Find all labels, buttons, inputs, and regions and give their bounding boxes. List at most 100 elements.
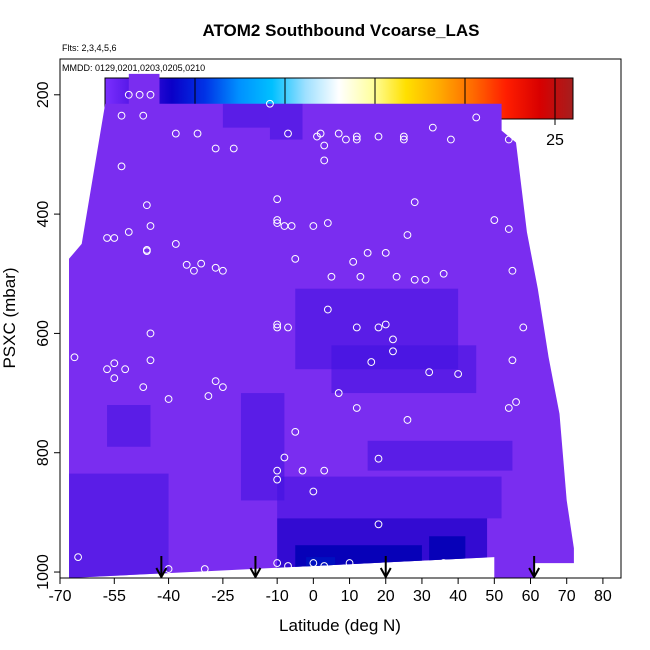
- data-point: [349, 257, 358, 266]
- data-point: [374, 454, 383, 463]
- heatmap-cell: [306, 557, 336, 578]
- flights-note: Flts: 2,3,4,5,6: [62, 43, 117, 53]
- data-point: [421, 275, 430, 284]
- y-tick-label: 800: [35, 439, 52, 466]
- data-point: [204, 392, 213, 400]
- data-point: [110, 359, 119, 368]
- data-point: [425, 368, 434, 377]
- data-point: [218, 266, 227, 275]
- x-tick-label: 30: [413, 588, 431, 605]
- plot-area: [69, 73, 582, 578]
- x-tick-label: 0: [309, 588, 318, 605]
- data-point: [146, 222, 155, 230]
- data-point: [121, 365, 130, 374]
- data-point: [284, 562, 292, 570]
- data-point: [374, 520, 383, 529]
- data-point: [320, 156, 329, 165]
- data-point: [472, 113, 481, 122]
- data-point: [392, 272, 401, 281]
- x-tick-label: 60: [522, 588, 540, 605]
- y-axis-label: PSXC (mbar): [0, 267, 19, 368]
- descent-arrow: [249, 556, 262, 578]
- data-point: [410, 275, 419, 284]
- data-point: [490, 216, 499, 224]
- x-tick-label: -25: [211, 588, 234, 605]
- data-point: [515, 123, 524, 132]
- data-point: [504, 225, 513, 233]
- data-point: [298, 466, 307, 475]
- descent-arrow: [379, 556, 392, 578]
- x-tick-label: 10: [341, 588, 359, 605]
- x-tick-label: -10: [266, 588, 289, 605]
- x-tick-label: 70: [558, 588, 576, 605]
- data-point: [345, 559, 354, 567]
- data-point: [190, 266, 198, 275]
- data-point: [508, 266, 517, 275]
- data-point: [439, 559, 448, 567]
- data-point: [211, 377, 220, 386]
- data-point: [273, 216, 282, 224]
- data-point: [280, 453, 289, 462]
- data-point: [381, 320, 390, 329]
- data-point: [403, 416, 412, 424]
- data-point: [103, 365, 111, 374]
- data-point: [512, 398, 520, 406]
- data-point: [110, 374, 119, 383]
- data-point: [200, 565, 209, 573]
- data-point: [334, 129, 343, 138]
- data-point: [139, 383, 148, 392]
- dates-note: MMDD: 0129,0201,0203,0205,0210: [62, 63, 205, 73]
- x-axis-label: Latitude (deg N): [279, 616, 401, 635]
- x-tick-label: -40: [157, 588, 180, 605]
- arrow-head: [528, 567, 541, 578]
- data-point: [446, 135, 455, 144]
- y-tick-label: 400: [35, 201, 52, 228]
- data-point: [323, 305, 332, 314]
- plot-frame: [59, 58, 622, 579]
- data-point: [381, 248, 390, 257]
- x-tick-label: 20: [377, 588, 395, 605]
- arrow-head: [249, 567, 262, 578]
- data-point: [352, 565, 361, 573]
- heatmap-cell: [269, 103, 303, 140]
- y-tick-label: 1000: [35, 554, 52, 590]
- data-point: [352, 135, 361, 144]
- data-point: [273, 475, 282, 484]
- y-tick-label: 600: [35, 320, 52, 347]
- data-point: [135, 90, 144, 99]
- data-point: [124, 228, 133, 236]
- data-point: [410, 198, 419, 207]
- data-point: [110, 234, 119, 242]
- data-point: [352, 404, 361, 412]
- data-point: [142, 201, 151, 210]
- data-point: [171, 129, 180, 138]
- arrow-head: [379, 567, 392, 578]
- data-point: [273, 195, 282, 204]
- data-point: [320, 466, 329, 475]
- data-point: [146, 90, 155, 99]
- descent-arrow: [155, 556, 168, 578]
- x-tick-label: 50: [485, 588, 503, 605]
- data-point: [139, 111, 148, 120]
- x-tick-label: -70: [48, 588, 71, 605]
- data-point: [504, 404, 513, 412]
- data-point: [323, 219, 332, 227]
- heatmap-cell: [222, 103, 270, 128]
- data-point: [70, 353, 79, 362]
- data-point: [291, 254, 300, 263]
- data-point: [457, 565, 466, 573]
- data-point: [142, 247, 151, 255]
- data-point: [74, 129, 82, 138]
- data-point: [218, 383, 227, 392]
- data-point: [74, 553, 82, 562]
- data-point: [428, 123, 437, 132]
- data-point: [273, 323, 282, 332]
- y-axis: 200 400 600 800 1000: [35, 81, 60, 590]
- data-point: [197, 259, 206, 268]
- data-point: [363, 248, 372, 257]
- data-point: [439, 269, 448, 278]
- data-point: [374, 132, 383, 141]
- descent-markers: [155, 556, 541, 578]
- data-point: [573, 532, 582, 541]
